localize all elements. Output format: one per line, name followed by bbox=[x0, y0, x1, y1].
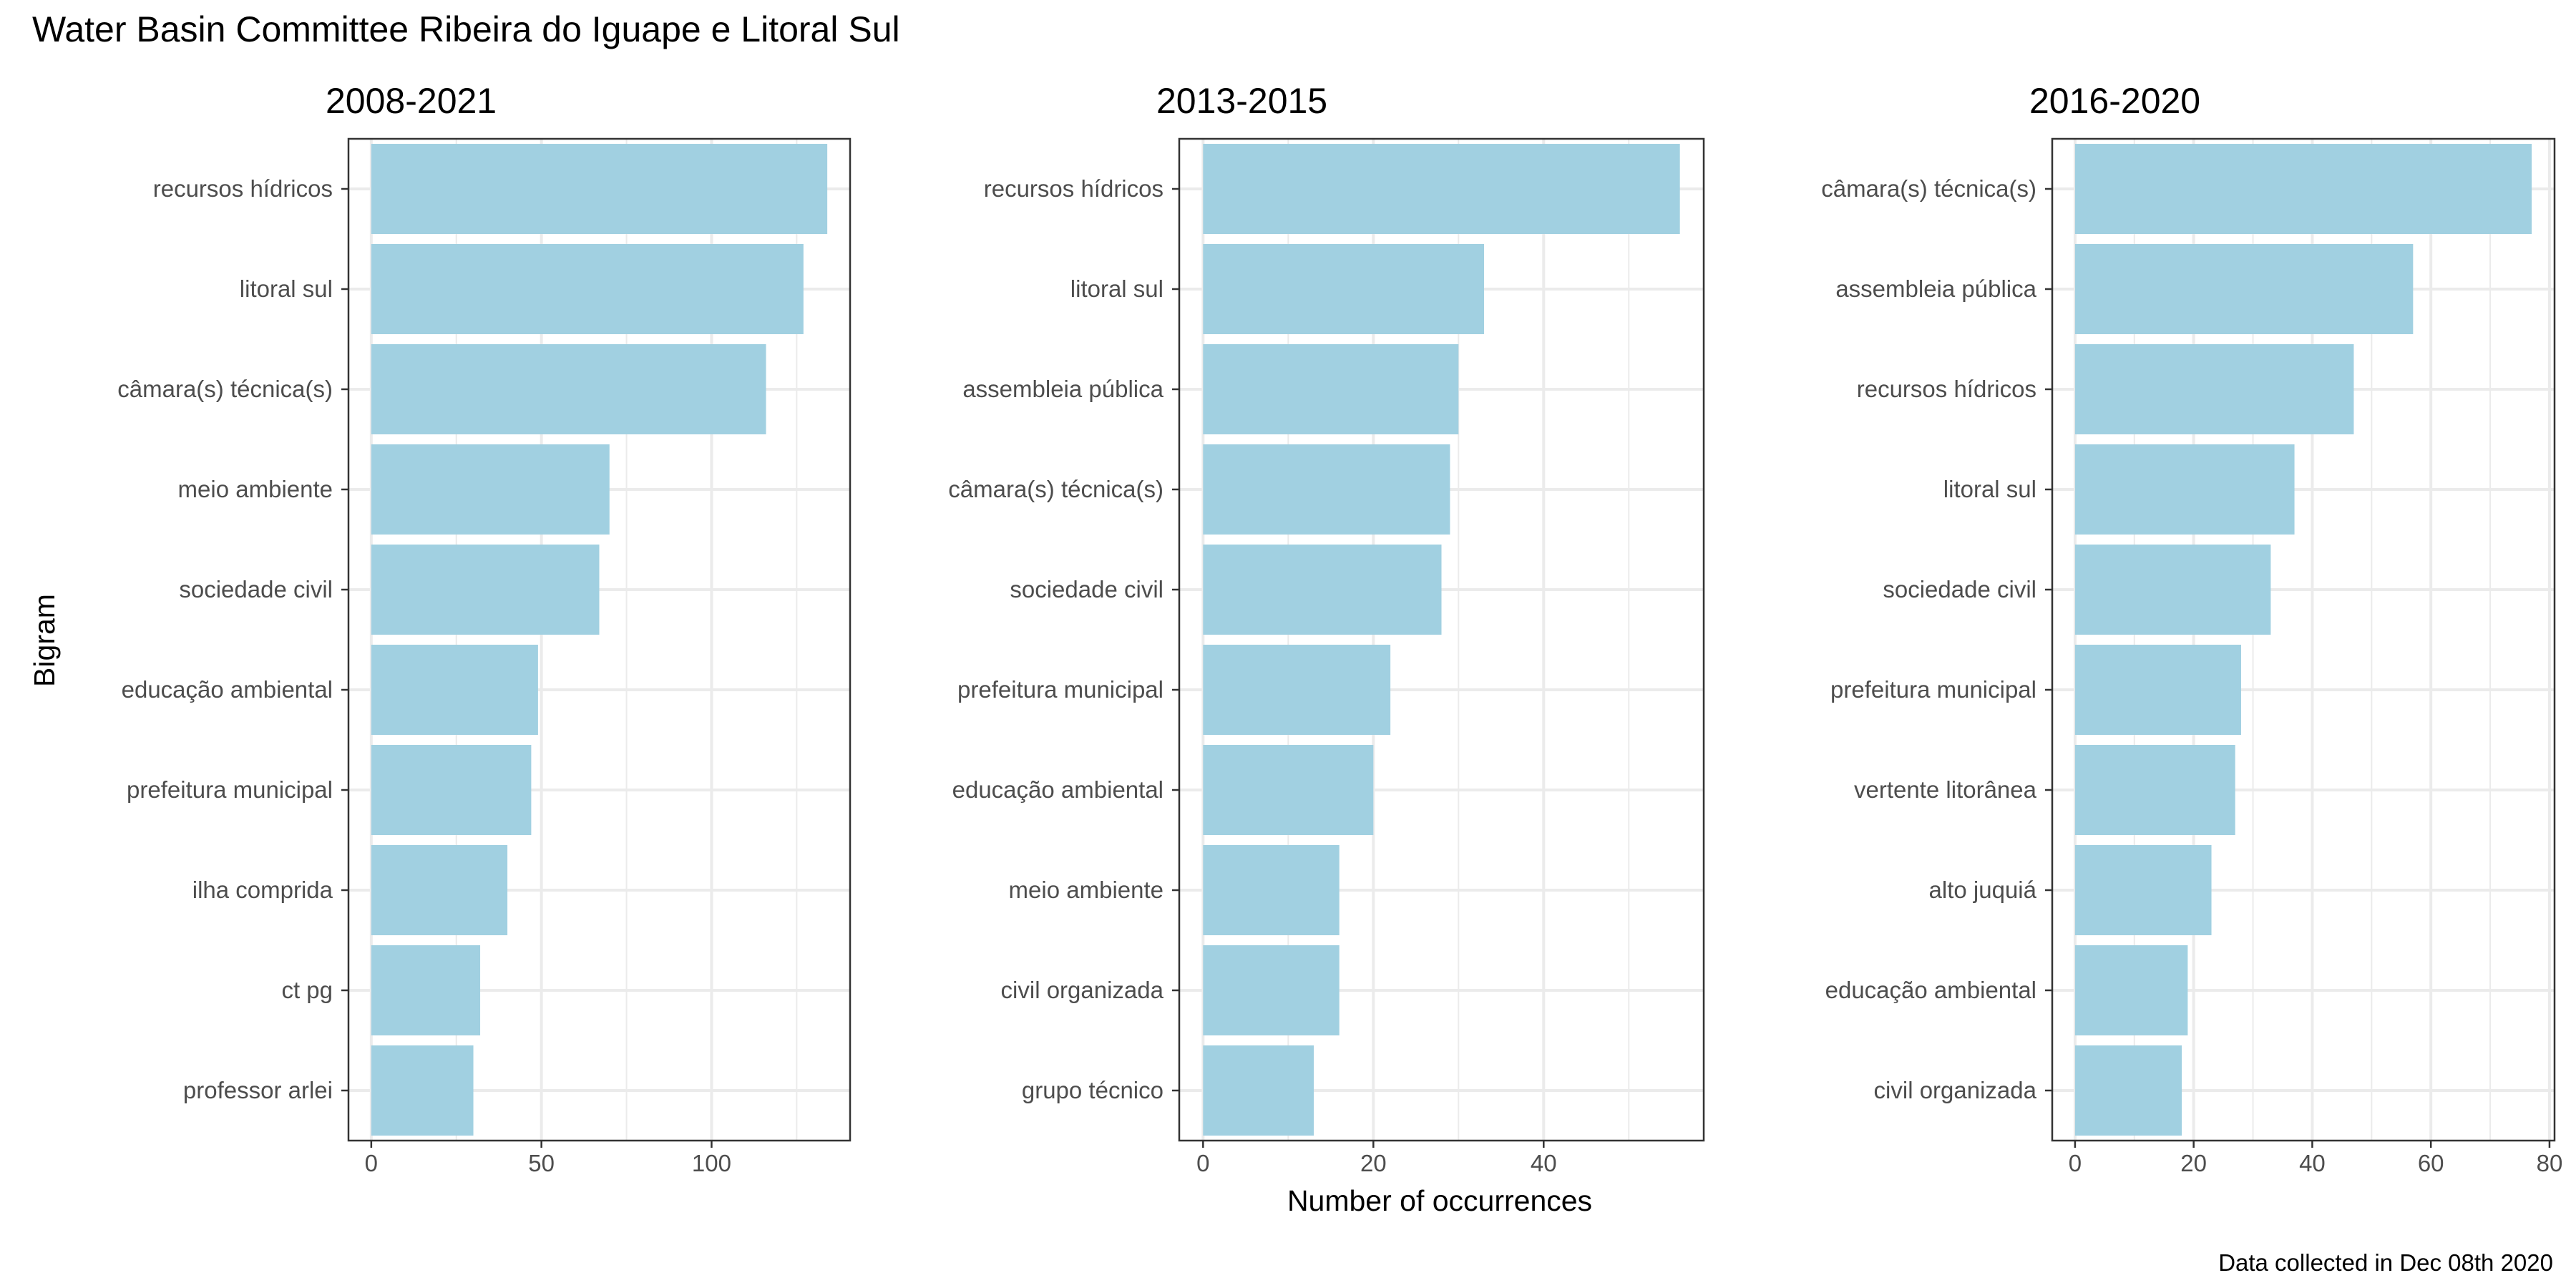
facet-panel-2: 2013-2015 recursos hídricos litoral sul ass… bbox=[948, 81, 1705, 1176]
panel-border bbox=[1178, 137, 1705, 1142]
x-tick-label: 20 bbox=[1360, 1150, 1387, 1176]
y-tick-label: assembleia pública bbox=[1835, 275, 2036, 302]
y-tick-label: educação ambiental bbox=[952, 776, 1163, 803]
bar bbox=[2074, 444, 2295, 535]
y-tick-label: sociedade civil bbox=[1010, 576, 1163, 602]
facet-panel-3: 2016-2020 câmara(s) técnica(s) assembleia … bbox=[1821, 81, 2562, 1176]
chart-title: Water Basin Committee Ribeira do Iguape … bbox=[32, 9, 900, 49]
y-tick-label: civil organizada bbox=[1874, 1077, 2037, 1103]
bar bbox=[371, 845, 508, 935]
panel-title: 2016-2020 bbox=[2029, 81, 2200, 121]
y-tick-label: prefeitura municipal bbox=[1830, 676, 2036, 703]
y-tick-label: educação ambiental bbox=[122, 676, 333, 703]
y-tick-label: sociedade civil bbox=[179, 576, 333, 602]
bar bbox=[371, 545, 600, 635]
bar bbox=[1203, 945, 1340, 1035]
bar bbox=[1203, 1045, 1314, 1136]
x-tick-label: 0 bbox=[365, 1150, 378, 1176]
y-tick-label: sociedade civil bbox=[1883, 576, 2036, 602]
y-tick-label: prefeitura municipal bbox=[127, 776, 333, 803]
facet-panel-1: 2008-2021 recursos hídricos litoral sul câm… bbox=[117, 81, 852, 1176]
x-tick-label: 60 bbox=[2418, 1150, 2444, 1176]
bar bbox=[2074, 745, 2235, 835]
x-tick-label: 50 bbox=[528, 1150, 555, 1176]
bar bbox=[2074, 144, 2532, 234]
panel-border bbox=[347, 137, 852, 1142]
x-axis-title: Number of occurrences bbox=[1287, 1184, 1592, 1217]
bar bbox=[371, 244, 804, 334]
bar bbox=[2074, 545, 2271, 635]
bar bbox=[371, 344, 766, 434]
x-tick-label: 100 bbox=[692, 1150, 731, 1176]
x-tick-label: 40 bbox=[2299, 1150, 2326, 1176]
bar bbox=[2074, 244, 2414, 334]
y-tick-label: câmara(s) técnica(s) bbox=[948, 476, 1163, 502]
y-tick-label: câmara(s) técnica(s) bbox=[117, 376, 333, 402]
x-tick-label: 0 bbox=[2069, 1150, 2082, 1176]
bar bbox=[371, 444, 610, 535]
bar bbox=[371, 1045, 474, 1136]
y-tick-label: litoral sul bbox=[1943, 476, 2036, 502]
x-tick-label: 40 bbox=[1531, 1150, 1557, 1176]
bar bbox=[1203, 244, 1484, 334]
y-tick-label: ct pg bbox=[281, 977, 333, 1003]
bar bbox=[1203, 845, 1340, 935]
y-tick-label: recursos hídricos bbox=[153, 175, 333, 202]
y-tick-label: recursos hídricos bbox=[1857, 376, 2036, 402]
panel-border bbox=[2051, 137, 2556, 1142]
bar bbox=[371, 745, 532, 835]
bar bbox=[1203, 344, 1459, 434]
x-tick-label: 0 bbox=[1196, 1150, 1209, 1176]
y-tick-label: meio ambiente bbox=[178, 476, 333, 502]
y-tick-label: prefeitura municipal bbox=[957, 676, 1163, 703]
y-tick-label: litoral sul bbox=[1070, 275, 1163, 302]
x-tick-label: 80 bbox=[2537, 1150, 2563, 1176]
bar bbox=[371, 945, 481, 1035]
facet-panels: 2008-2021 recursos hídricos litoral sul câm… bbox=[117, 81, 2562, 1176]
bar bbox=[2074, 945, 2188, 1035]
bar bbox=[1203, 444, 1450, 535]
caption: Data collected in Dec 08th 2020 bbox=[2218, 1249, 2553, 1276]
y-tick-label: ilha comprida bbox=[192, 877, 333, 903]
y-tick-label: assembleia pública bbox=[962, 376, 1163, 402]
y-tick-label: grupo técnico bbox=[1022, 1077, 1163, 1103]
y-tick-label: recursos hídricos bbox=[984, 175, 1163, 202]
y-tick-label: litoral sul bbox=[240, 275, 333, 302]
y-tick-label: vertente litorânea bbox=[1854, 776, 2037, 803]
y-tick-label: civil organizada bbox=[1001, 977, 1164, 1003]
bar bbox=[1203, 545, 1442, 635]
bar bbox=[1203, 144, 1680, 234]
y-axis-title: Bigram bbox=[28, 594, 61, 687]
bar bbox=[2074, 845, 2212, 935]
y-tick-label: meio ambiente bbox=[1009, 877, 1163, 903]
panel-title: 2008-2021 bbox=[326, 81, 497, 121]
y-tick-label: câmara(s) técnica(s) bbox=[1821, 175, 2036, 202]
bar bbox=[2074, 344, 2354, 434]
bar bbox=[2074, 1045, 2182, 1136]
bar bbox=[1203, 645, 1391, 735]
panel-title: 2013-2015 bbox=[1156, 81, 1327, 121]
bar bbox=[371, 144, 828, 234]
y-tick-label: alto juquiá bbox=[1929, 877, 2037, 903]
y-tick-label: professor arlei bbox=[183, 1077, 333, 1103]
bar bbox=[1203, 745, 1374, 835]
x-tick-label: 20 bbox=[2180, 1150, 2207, 1176]
y-tick-label: educação ambiental bbox=[1825, 977, 2036, 1003]
bar bbox=[2074, 645, 2241, 735]
bar bbox=[371, 645, 538, 735]
